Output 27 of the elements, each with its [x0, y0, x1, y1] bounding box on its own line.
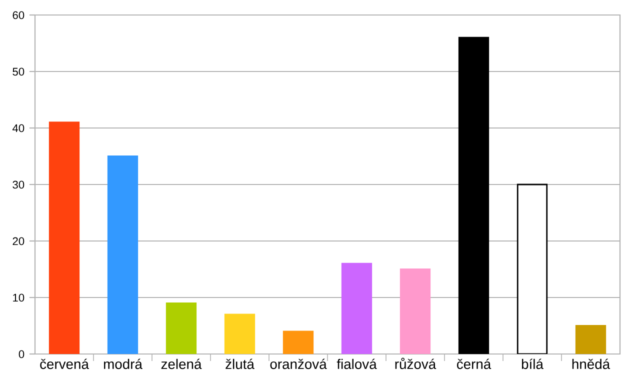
bar: [575, 325, 606, 354]
x-tick-label: růžová: [395, 358, 436, 370]
x-tick-label: červená: [40, 358, 89, 370]
bar: [400, 268, 431, 354]
bar: [224, 314, 256, 354]
x-tick-label: oranžová: [270, 358, 327, 370]
x-tick-label: fialová: [336, 358, 377, 370]
bar: [48, 122, 80, 354]
y-tick-label: 60: [12, 11, 24, 20]
bar: [516, 184, 548, 354]
x-tick-label: hnědá: [572, 358, 610, 370]
y-tick-label: 20: [12, 237, 24, 246]
x-tick-label: bílá: [522, 358, 544, 370]
x-tick-label: černá: [456, 358, 492, 370]
y-tick-label: 10: [13, 294, 24, 302]
bar: [341, 262, 372, 354]
bar: [282, 330, 314, 354]
bar: [458, 36, 490, 354]
y-tick-label: 30: [12, 180, 24, 189]
x-tick-label: žlutá: [226, 358, 254, 370]
y-tick-label: 40: [12, 124, 24, 132]
x-tick-label: zelená: [161, 358, 202, 370]
bar: [107, 156, 138, 354]
y-tick-label: 0: [18, 350, 24, 358]
bar: [166, 302, 197, 354]
y-tick-label: 50: [12, 68, 24, 76]
x-tick-label: modrá: [104, 358, 142, 370]
